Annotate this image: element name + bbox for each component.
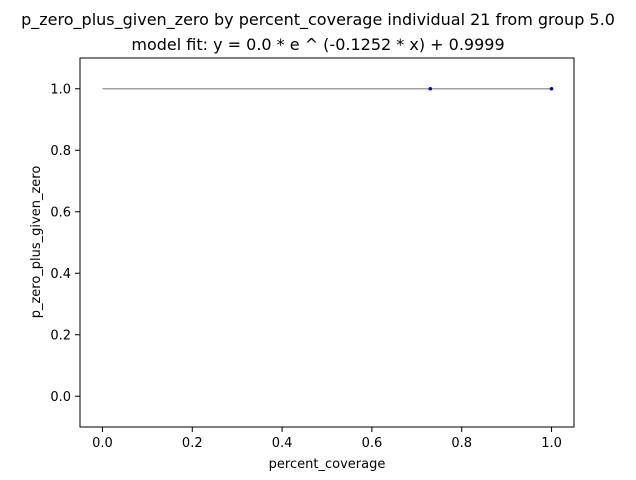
y-tick-label: 0.4 bbox=[50, 267, 71, 282]
data-point bbox=[428, 86, 433, 91]
plot-area bbox=[79, 57, 575, 428]
y-tick-label: 0.0 bbox=[50, 390, 71, 405]
x-tick-label: 0.6 bbox=[362, 436, 383, 451]
x-axis-label: percent_coverage bbox=[269, 457, 386, 472]
x-axis: 0.0 0.2 0.4 0.6 0.8 1.0 bbox=[92, 427, 562, 451]
y-tick-label: 0.6 bbox=[50, 205, 71, 220]
x-tick-label: 0.0 bbox=[92, 436, 113, 451]
x-tick-label: 1.0 bbox=[541, 436, 562, 451]
chart-subtitle: model fit: y = 0.0 * e ^ (-0.1252 * x) +… bbox=[131, 35, 504, 54]
data-point bbox=[549, 86, 554, 91]
x-tick-label: 0.4 bbox=[272, 436, 293, 451]
x-tick-label: 0.2 bbox=[182, 436, 203, 451]
x-tick-label: 0.8 bbox=[451, 436, 472, 451]
series-layer bbox=[102, 86, 554, 91]
y-tick-label: 1.0 bbox=[50, 82, 71, 97]
y-tick-label: 0.2 bbox=[50, 328, 71, 343]
y-axis-label: p_zero_plus_given_zero bbox=[29, 166, 44, 319]
chart-title: p_zero_plus_given_zero by percent_covera… bbox=[21, 10, 615, 30]
y-tick-label: 0.8 bbox=[50, 144, 71, 159]
y-axis: 0.0 0.2 0.4 0.6 0.8 1.0 bbox=[50, 82, 80, 405]
